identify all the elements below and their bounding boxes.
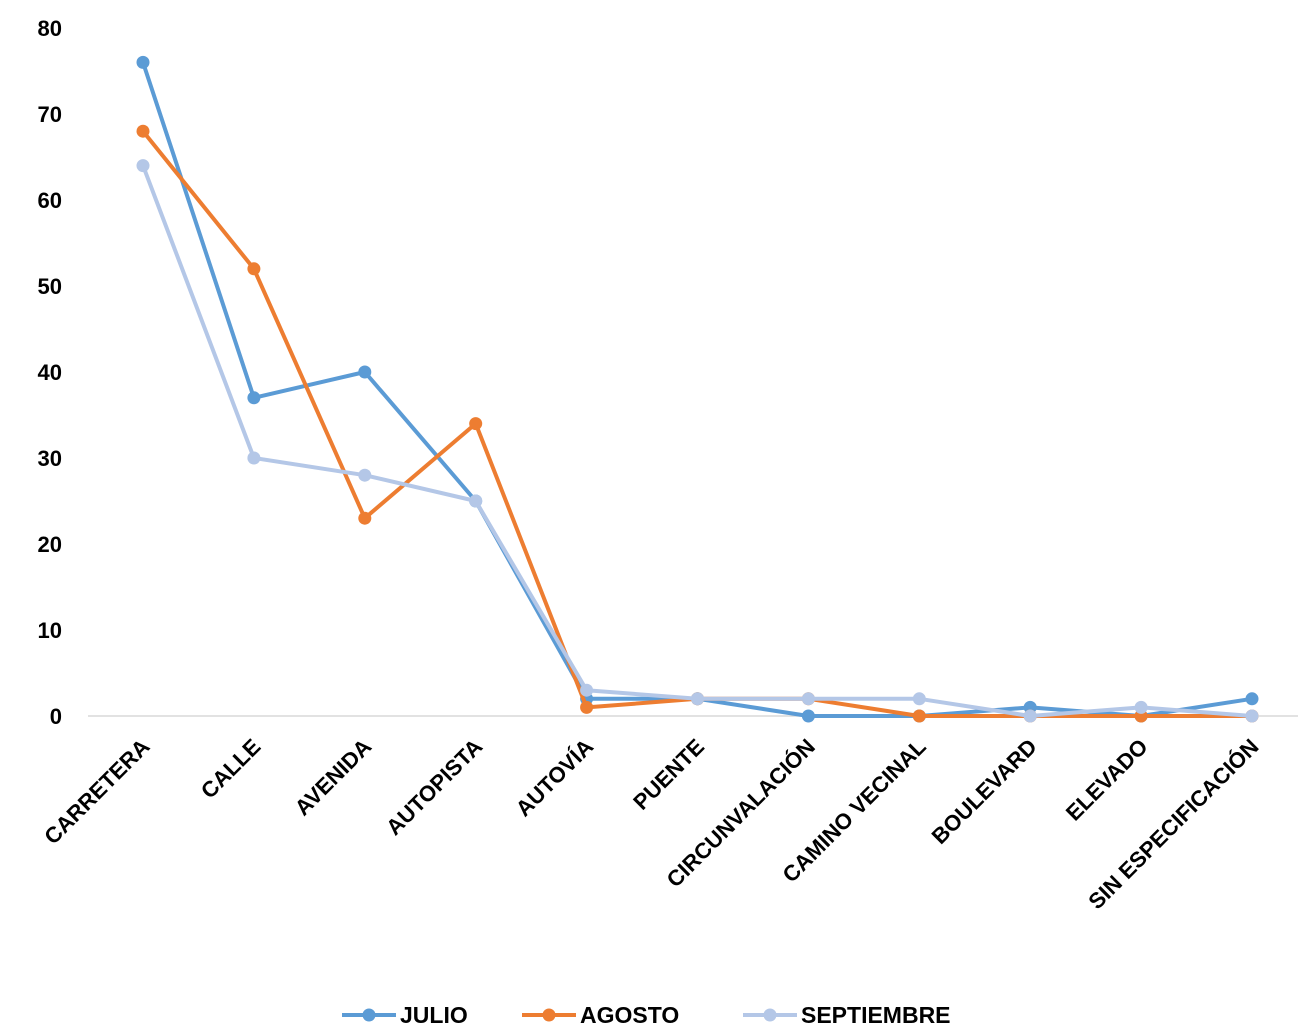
- x-tick-label: CARRETERA: [39, 734, 154, 849]
- series-line-agosto: [141, 129, 1254, 718]
- series-julio: [136, 55, 1259, 723]
- series-line-septiembre: [141, 163, 1254, 718]
- data-point: [358, 365, 372, 379]
- legend-swatch-marker: [763, 1008, 777, 1022]
- data-point: [247, 391, 261, 405]
- y-tick-label: 60: [38, 188, 62, 213]
- legend-label: JULIO: [400, 1002, 468, 1027]
- y-tick-label: 50: [38, 274, 62, 299]
- legend-label: AGOSTO: [580, 1002, 679, 1027]
- x-tick-label: BOULEVARD: [927, 734, 1042, 849]
- legend-item-julio: JULIO: [342, 1002, 468, 1027]
- legend-item-agosto: AGOSTO: [522, 1002, 679, 1027]
- y-tick-label: 10: [38, 618, 62, 643]
- data-point: [358, 468, 372, 482]
- data-point: [247, 451, 261, 465]
- legend: JULIO AGOSTO SEPTIEMBRE: [342, 1002, 951, 1027]
- data-point: [912, 709, 926, 723]
- data-point: [358, 511, 372, 525]
- data-point: [580, 700, 594, 714]
- data-point: [1023, 709, 1037, 723]
- legend-swatch-marker: [362, 1008, 376, 1022]
- x-tick-label: ELEVADO: [1061, 734, 1153, 826]
- series-septiembre: [136, 159, 1259, 723]
- series-agosto: [136, 124, 1259, 723]
- data-point: [1245, 709, 1259, 723]
- data-point: [1245, 692, 1259, 706]
- y-axis-ticks: 0 10 20 30 40 50 60 70 80: [38, 16, 62, 729]
- legend-item-septiembre: SEPTIEMBRE: [743, 1002, 951, 1027]
- data-point: [580, 683, 594, 697]
- data-point: [469, 417, 483, 431]
- y-tick-label: 70: [38, 102, 62, 127]
- data-point: [469, 494, 483, 508]
- x-tick-label: AVENIDA: [290, 734, 377, 821]
- x-tick-label: AUTOPISTA: [381, 734, 487, 840]
- x-tick-label: CALLE: [196, 734, 266, 804]
- x-axis-category-labels: CARRETERA CALLE AVENIDA AUTOPISTA AUTOVÍA PUE…: [39, 734, 1263, 914]
- data-point: [136, 55, 150, 69]
- y-tick-label: 30: [38, 446, 62, 471]
- legend-swatch-marker: [542, 1008, 556, 1022]
- y-tick-label: 80: [38, 16, 62, 41]
- y-tick-label: 0: [50, 704, 62, 729]
- x-tick-label: AUTOVÍA: [511, 734, 598, 821]
- y-tick-label: 20: [38, 532, 62, 557]
- data-point: [136, 124, 150, 138]
- data-point: [801, 692, 815, 706]
- x-tick-label: PUENTE: [628, 734, 709, 815]
- legend-label: SEPTIEMBRE: [801, 1002, 951, 1027]
- data-point: [1134, 700, 1148, 714]
- y-tick-label: 40: [38, 360, 62, 385]
- data-point: [247, 262, 261, 276]
- data-point: [136, 159, 150, 173]
- data-point: [801, 709, 815, 723]
- series-lines: [136, 55, 1259, 723]
- data-point: [691, 692, 704, 706]
- data-point: [912, 692, 926, 706]
